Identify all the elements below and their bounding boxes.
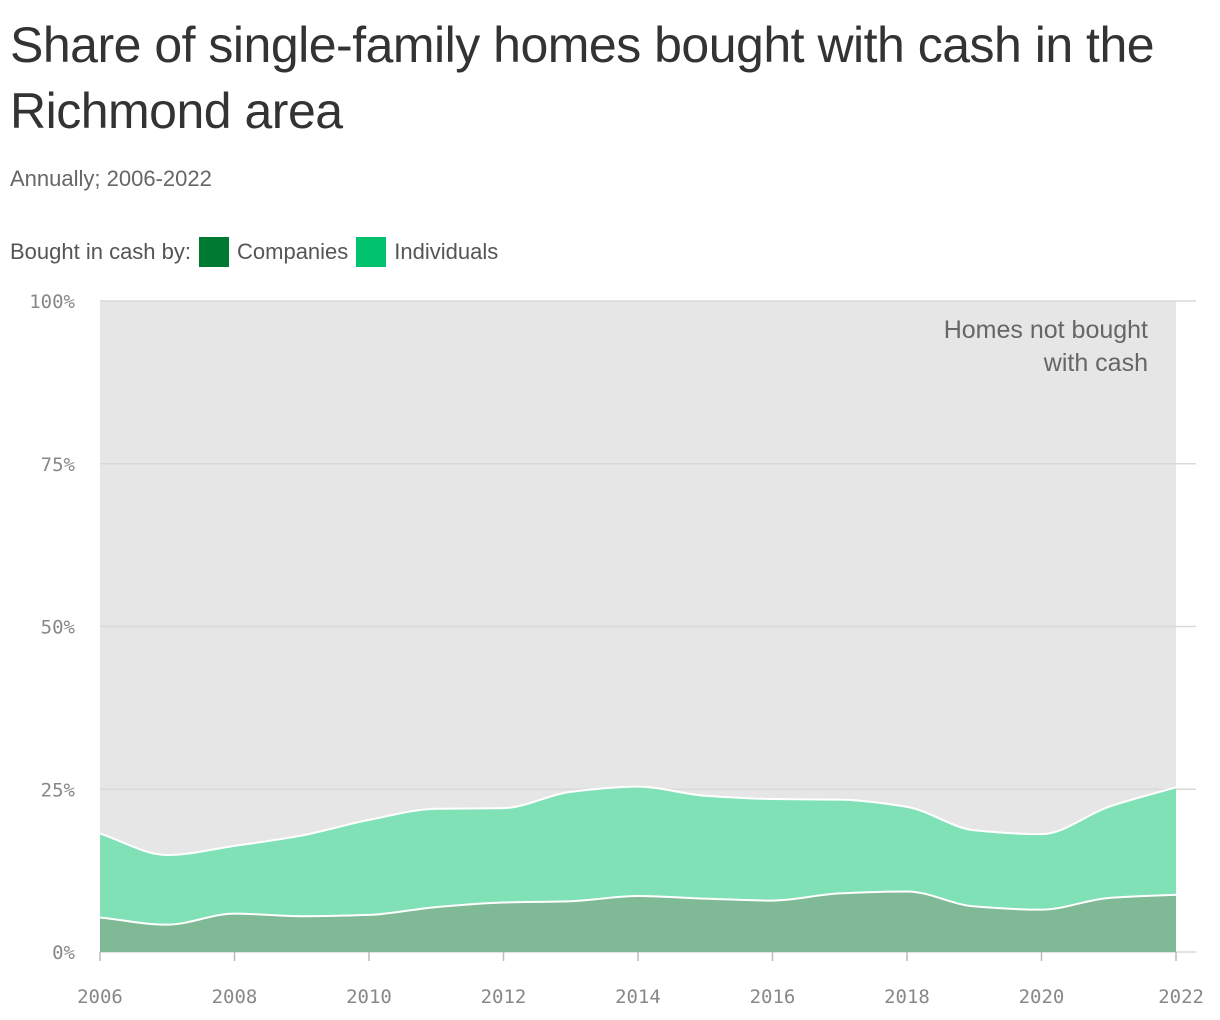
x-tick-label: 2014 bbox=[615, 986, 661, 1008]
y-tick-label: 100% bbox=[29, 291, 75, 313]
y-tick-label: 75% bbox=[41, 454, 76, 476]
x-axis-ticks: 2006 2008 2010 2012 2014 2016 2018 2020 2022 bbox=[77, 952, 1204, 1008]
x-tick-label: 2018 bbox=[884, 986, 930, 1008]
area-companies bbox=[100, 891, 1176, 952]
x-tick-label: 2010 bbox=[346, 986, 392, 1008]
legend-label-individuals: Individuals bbox=[394, 239, 499, 264]
legend: Bought in cash by: Companies Individuals bbox=[10, 237, 506, 267]
legend-item-individuals: Individuals bbox=[356, 237, 498, 267]
x-tick-label: 2022 bbox=[1158, 986, 1204, 1008]
y-axis-ticks: 0% 25% 50% 75% 100% bbox=[29, 291, 75, 964]
legend-swatch-companies bbox=[199, 237, 230, 267]
y-tick-label: 25% bbox=[41, 779, 76, 801]
y-tick-label: 50% bbox=[41, 617, 76, 639]
legend-swatch-individuals bbox=[356, 237, 387, 267]
line-total-cash bbox=[99, 785, 1177, 857]
chart-title: Share of single-family homes bought with… bbox=[10, 17, 1155, 139]
legend-item-companies: Companies bbox=[199, 237, 348, 267]
chart-subtitle: Annually; 2006-2022 bbox=[10, 166, 212, 191]
x-tick-label: 2008 bbox=[212, 986, 258, 1008]
x-tick-label: 2012 bbox=[481, 986, 527, 1008]
x-tick-label: 2020 bbox=[1019, 986, 1065, 1008]
annotation-line-1: Homes not bought bbox=[944, 316, 1148, 344]
x-tick-label: 2016 bbox=[750, 986, 796, 1008]
y-tick-label: 0% bbox=[52, 942, 75, 964]
line-companies bbox=[99, 890, 1177, 926]
annotation-line-2: with cash bbox=[1043, 349, 1148, 377]
legend-lead: Bought in cash by: bbox=[10, 239, 192, 264]
x-tick-label: 2006 bbox=[77, 986, 123, 1008]
legend-label-companies: Companies bbox=[237, 239, 349, 264]
